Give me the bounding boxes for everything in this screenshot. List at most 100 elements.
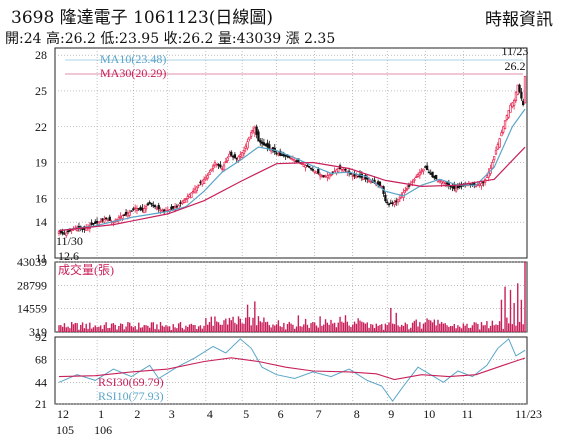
volume-bar <box>480 322 483 332</box>
volume-bar <box>361 321 363 332</box>
candle-body <box>186 196 189 200</box>
volume-bar <box>250 325 252 332</box>
high-value-label: 26.2 <box>505 59 526 73</box>
candle-body <box>451 186 454 189</box>
volume-bar <box>306 324 309 332</box>
volume-bar <box>509 289 512 332</box>
candle-body <box>210 168 213 172</box>
volume-bar <box>230 320 232 332</box>
volume-bar <box>243 323 245 332</box>
volume-bar <box>143 325 145 332</box>
candle-body <box>396 199 400 203</box>
high-date-label: 11/23 <box>502 44 529 58</box>
candle-body <box>351 175 354 177</box>
volume-bar <box>468 327 470 332</box>
volume-bar <box>261 322 263 332</box>
candle-body <box>424 166 427 168</box>
volume-bar <box>401 324 403 332</box>
candle-body <box>284 155 287 157</box>
volume-bar <box>290 323 292 332</box>
volume-bar <box>498 321 501 332</box>
volume-bar <box>165 325 167 332</box>
candle-body <box>503 120 507 129</box>
price-panel: 11 14 16 19 22 25 28 MA10(23.48)MA30(20.29) 11/2… <box>35 44 528 265</box>
volume-bar <box>181 327 183 332</box>
volume-bar <box>138 322 140 332</box>
volume-bar <box>63 323 66 332</box>
candle-body <box>143 208 146 214</box>
volume-bar <box>473 322 475 332</box>
candle-body <box>134 207 137 210</box>
volume-bar <box>404 322 407 332</box>
candle-body <box>251 129 255 132</box>
volume-bar <box>110 323 113 332</box>
rsi-panel-frame <box>54 336 528 405</box>
candle-body <box>170 206 173 210</box>
candle-body <box>213 162 217 166</box>
candle-body <box>355 175 358 179</box>
volume-bar <box>163 326 165 332</box>
volume-bar <box>223 320 225 332</box>
rsi-tick-label: 21 <box>35 397 47 411</box>
candle-body <box>85 227 88 231</box>
volume-bar <box>286 323 289 332</box>
volume-bar <box>504 286 506 332</box>
candle-body <box>313 170 316 173</box>
volume-bar <box>118 325 120 332</box>
volume-bar <box>335 327 338 332</box>
candle-body <box>386 201 389 204</box>
candle-body <box>357 175 360 178</box>
volume-bar <box>172 324 174 332</box>
volume-bar <box>190 323 193 332</box>
volume-bar <box>272 324 274 332</box>
candle-body <box>318 174 322 177</box>
x-year-label: 106 <box>94 423 112 437</box>
candle-body <box>262 142 266 145</box>
volume-bar <box>491 320 494 332</box>
volume-bar <box>352 324 354 332</box>
volume-bar <box>377 325 379 332</box>
volume-bar <box>355 323 358 332</box>
candle-body <box>135 208 139 211</box>
volume-bar <box>457 325 459 332</box>
price-panel-frame <box>54 47 528 259</box>
candle-body <box>179 202 182 205</box>
candle-body <box>150 202 153 205</box>
volume-title: 成交量(張) <box>58 262 114 277</box>
volume-bar <box>216 321 218 332</box>
candle-body <box>217 163 220 166</box>
volume-bar <box>176 328 178 332</box>
volume-bar <box>382 329 385 332</box>
volume-bar <box>168 326 171 332</box>
candle-body <box>157 205 160 210</box>
volume-bar <box>74 322 77 332</box>
x-month-label: 5 <box>243 407 249 421</box>
candle-body <box>500 132 503 137</box>
ma30-legend: MA30(20.29) <box>100 66 166 80</box>
chart-title: 3698 隆達電子 1061123(日線圖) <box>11 8 274 28</box>
volume-bar <box>428 319 430 332</box>
volume-bar <box>326 322 329 332</box>
candle-body <box>295 160 298 163</box>
volume-bar <box>444 323 446 332</box>
rsi10-legend: RSI10(77.93) <box>98 389 164 403</box>
candle-body <box>362 177 365 180</box>
volume-bar <box>277 320 280 332</box>
volume-bar <box>411 322 414 332</box>
volume-bar <box>410 327 412 332</box>
volume-bar <box>112 323 115 332</box>
volume-bar <box>121 324 124 332</box>
volume-bar <box>266 321 269 332</box>
volume-bar <box>386 324 388 332</box>
volume-bar <box>397 325 399 332</box>
candle-body <box>148 202 151 204</box>
candle-body <box>201 180 204 185</box>
volume-bar <box>281 327 283 332</box>
candle-body <box>326 175 329 178</box>
volume-bar <box>319 316 321 332</box>
candle-body <box>224 161 227 163</box>
candle-body <box>425 165 429 171</box>
volume-bar <box>279 326 281 332</box>
candle-body <box>228 153 231 158</box>
